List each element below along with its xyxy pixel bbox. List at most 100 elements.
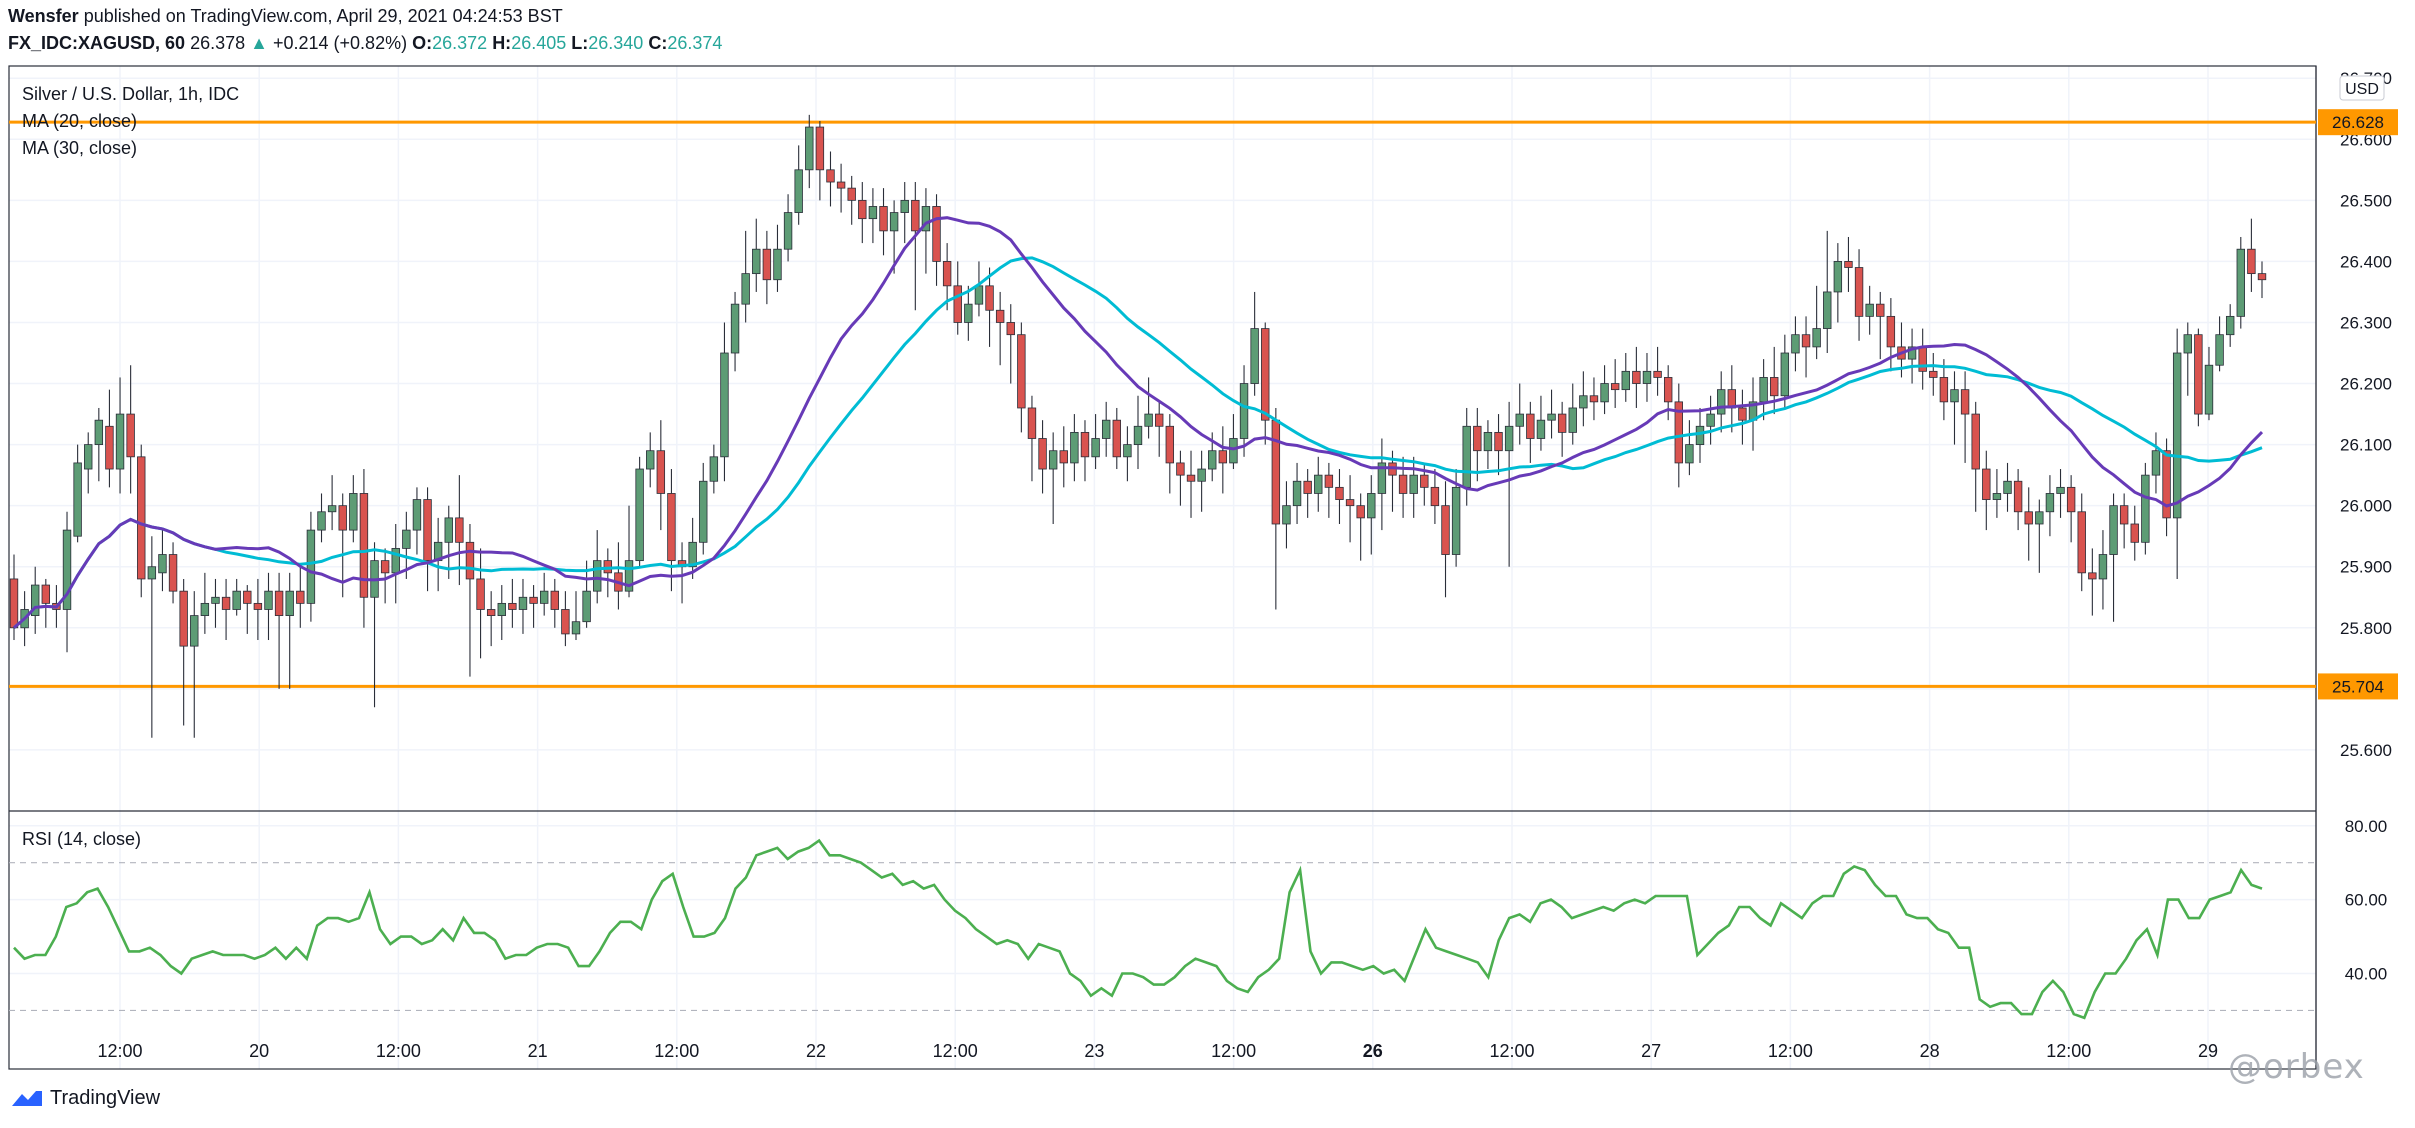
candle-body (1865, 303, 1874, 317)
candle-body (752, 248, 761, 275)
candle (1218, 426, 1228, 494)
candle (720, 322, 729, 482)
candle (932, 194, 941, 286)
candle (561, 591, 570, 647)
publisher-line: Wensfer published on TradingView.com, Ap… (8, 6, 563, 27)
candle (243, 585, 252, 634)
time-tick-label: 29 (2198, 1041, 2218, 1061)
candle-body (1483, 431, 1493, 452)
candle-body (1367, 493, 1376, 519)
candle (126, 365, 135, 494)
candle (2003, 462, 2012, 512)
symbol[interactable]: FX_IDC:XAGUSD, 60 (8, 33, 186, 53)
candle-body (1663, 377, 1673, 403)
tradingview-brand[interactable]: TradingView (10, 1087, 160, 1110)
candle-body (1621, 370, 1630, 391)
candle (2035, 499, 2044, 573)
candle-body (1557, 413, 1567, 433)
candle (1770, 346, 1779, 415)
rsi-levels (9, 862, 2316, 1012)
change-arrow-icon: ▲ (250, 33, 268, 53)
rsi-legend[interactable]: RSI (14, close) (22, 829, 141, 849)
chart-title[interactable]: Silver / U.S. Dollar, 1h, IDC (22, 84, 239, 104)
candle (2225, 304, 2235, 347)
candle-body (1091, 438, 1100, 458)
candle (2151, 432, 2161, 494)
candle-body (2109, 505, 2118, 555)
candle (1038, 420, 1047, 494)
candle (1504, 401, 1514, 567)
candle (1610, 359, 1620, 408)
candle-body (264, 590, 273, 610)
candle (1345, 475, 1355, 543)
candle (1876, 291, 1885, 360)
candle-body (2225, 315, 2235, 336)
price-tick-label: 26.300 (2340, 313, 2392, 332)
candle-body (359, 493, 369, 598)
candle-body (1706, 413, 1715, 427)
ma20-legend[interactable]: MA (20, close) (22, 111, 137, 131)
candle (1080, 420, 1090, 482)
candle (1324, 462, 1334, 518)
candle-body (1738, 407, 1747, 421)
ma30-legend[interactable]: MA (30, close) (22, 138, 137, 158)
time-tick-label: 20 (249, 1041, 269, 1061)
price-tick-label: 26.000 (2340, 497, 2392, 516)
candle-body (1165, 425, 1175, 464)
candle-body (1526, 413, 1535, 439)
price-tick-label: 25.800 (2340, 619, 2392, 638)
time-tick-label: 22 (806, 1041, 826, 1061)
orbex-watermark: @orbex (2228, 1047, 2365, 1087)
candle-body (1451, 486, 1461, 555)
candle (137, 444, 146, 598)
candle-body (561, 609, 570, 635)
candle-body (1770, 377, 1779, 397)
candle (518, 578, 528, 634)
candle (1017, 322, 1026, 433)
candle-body (932, 206, 941, 262)
candle (730, 291, 740, 372)
candle (497, 585, 506, 641)
candle (762, 230, 772, 305)
candle-body (1844, 261, 1853, 268)
candle-body (317, 511, 326, 531)
candle (1907, 328, 1917, 384)
candle-body (1229, 438, 1238, 464)
candle (1992, 469, 2002, 518)
time-tick-label: 12:00 (1768, 1041, 1813, 1061)
level-badges: 26.628 25.704 (2318, 109, 2398, 700)
price-tick-label: 26.500 (2340, 191, 2392, 210)
currency-badge[interactable] (2339, 75, 2385, 101)
candle (783, 194, 793, 262)
candle (1515, 383, 1524, 445)
candle (1059, 426, 1068, 488)
candle (826, 151, 835, 207)
time-tick-label: 12:00 (376, 1041, 421, 1061)
candle (2088, 548, 2097, 616)
time-tick-label: 12:00 (1489, 1041, 1534, 1061)
candle-body (1430, 486, 1440, 507)
ma30-line (13, 256, 2263, 629)
candle (433, 517, 443, 592)
candle-body (667, 493, 676, 562)
candle (1144, 377, 1153, 439)
candle (1918, 328, 1927, 390)
candle-body (2151, 450, 2161, 476)
candle-body (995, 309, 1005, 323)
candle (1335, 469, 1344, 524)
publisher-name[interactable]: Wensfer (8, 6, 79, 26)
candle (2066, 475, 2076, 543)
candle-body (1886, 315, 1896, 348)
time-tick-label: 27 (1641, 1041, 1661, 1061)
horizontal-levels[interactable] (9, 120, 2316, 688)
candle-body (1632, 370, 1641, 384)
candle (2183, 322, 2192, 396)
candle (1791, 316, 1800, 372)
candle (1176, 450, 1185, 506)
candle (1027, 395, 1037, 482)
candle (1526, 401, 1535, 463)
candle (2172, 328, 2182, 579)
candle-body (380, 560, 390, 574)
candle-body (327, 505, 337, 513)
